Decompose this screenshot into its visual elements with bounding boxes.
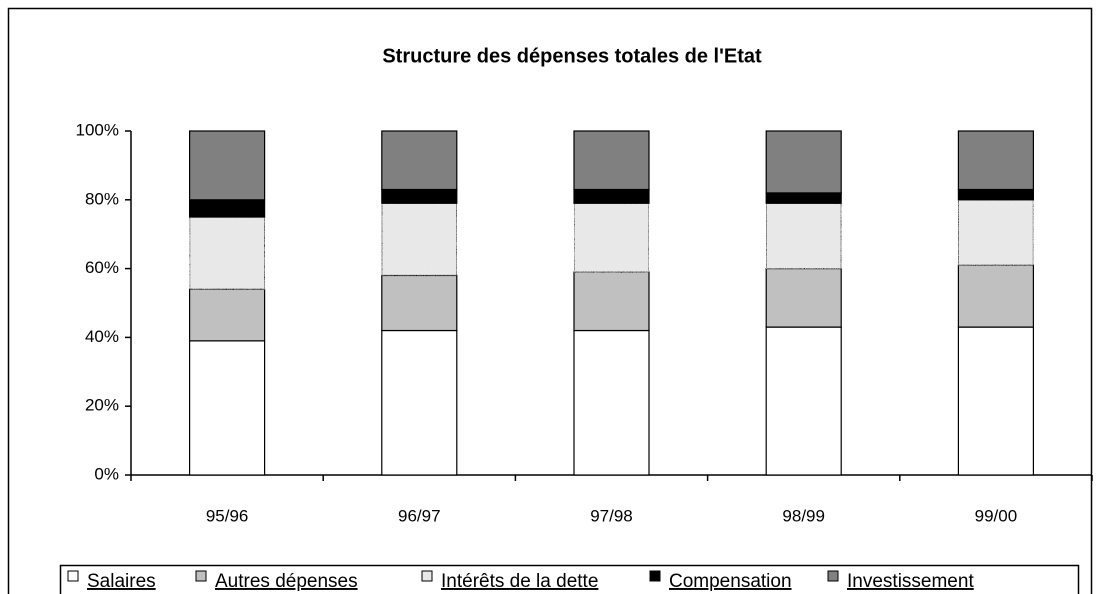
- legend-swatch: [649, 570, 661, 582]
- chart-title: Structure des dépenses totales de l'Etat: [382, 45, 762, 67]
- x-tick-label: 96/97: [398, 506, 441, 525]
- bar-segment: [573, 271, 650, 332]
- legend-swatch: [827, 570, 839, 582]
- y-tick-label: 100%: [76, 120, 119, 139]
- bar-segment: [957, 130, 1035, 191]
- bar-segment: [765, 130, 842, 194]
- x-tick-label: 97/98: [590, 506, 633, 525]
- bar-segment: [765, 202, 842, 270]
- y-tick-label: 40%: [85, 327, 119, 346]
- bar-segment: [381, 202, 458, 277]
- legend-text: Intérêts de la dette: [441, 571, 598, 592]
- legend-text: Autres dépenses: [215, 571, 358, 592]
- bar-segment: [381, 130, 458, 191]
- bar-segment: [573, 130, 650, 191]
- bar-segment: [957, 199, 1035, 266]
- bar-segment: [573, 188, 650, 204]
- bar-segment: [765, 268, 842, 328]
- x-tick-label: 99/00: [975, 506, 1018, 525]
- legend-text: Salaires: [87, 571, 156, 592]
- bar-segment: [189, 130, 266, 201]
- bar-segment: [573, 202, 650, 273]
- bar-segment: [957, 326, 1035, 476]
- y-tick-label: 60%: [85, 258, 119, 277]
- y-tick-label: 0%: [94, 464, 119, 483]
- bar-segment: [189, 216, 266, 290]
- bar-segment: [765, 326, 842, 476]
- legend-text: Investissement: [847, 571, 974, 592]
- bar-segment: [381, 329, 458, 476]
- bar-segment: [381, 188, 458, 204]
- bar-segment: [381, 274, 458, 332]
- bar-segment: [957, 264, 1035, 328]
- chart-frame: [7, 7, 1093, 594]
- legend-swatch: [421, 570, 433, 582]
- x-tick-label: 98/99: [782, 506, 825, 525]
- legend-swatch: [195, 570, 207, 582]
- bar-segment: [957, 188, 1035, 201]
- bar-segment: [189, 199, 266, 218]
- y-tick-label: 80%: [85, 189, 119, 208]
- bar-segment: [765, 192, 842, 204]
- legend-box: [59, 564, 1080, 594]
- bar-segment: [189, 288, 266, 342]
- bar-segment: [189, 340, 266, 476]
- legend-swatch: [67, 570, 79, 582]
- x-tick-label: 95/96: [206, 506, 249, 525]
- y-tick-label: 20%: [85, 396, 119, 415]
- bar-segment: [573, 329, 650, 476]
- legend-text: Compensation: [669, 571, 792, 592]
